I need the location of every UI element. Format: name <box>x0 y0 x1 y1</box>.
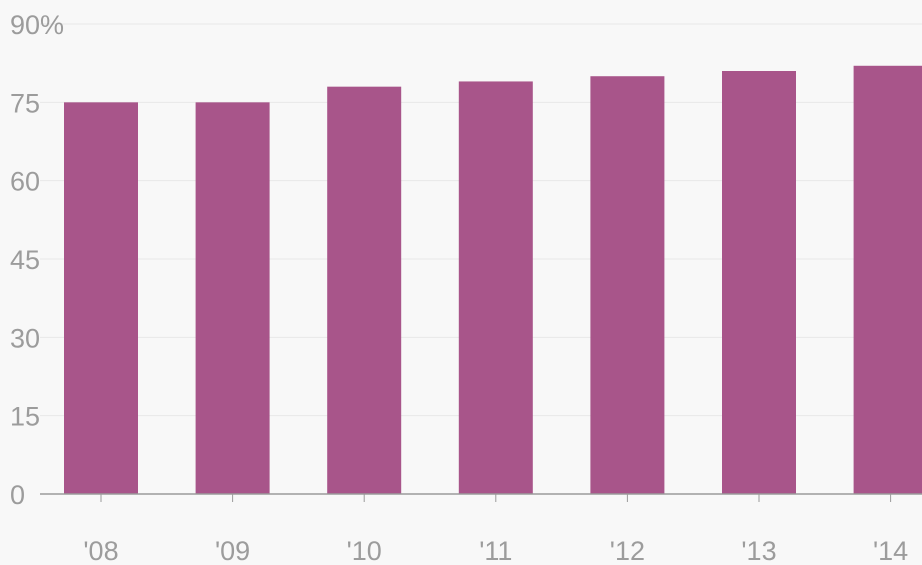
x-tick-label-1: '09 <box>215 536 250 565</box>
y-tick-label-30: 30 <box>10 323 40 353</box>
bar-2 <box>327 86 402 495</box>
y-tick-label-90: 90% <box>10 10 64 40</box>
bar-6 <box>853 65 922 495</box>
x-tick-label-3: '11 <box>479 536 512 565</box>
x-axis-tick-labels: '08 '09 '10 '11 '12 '13 '14 <box>83 536 908 565</box>
bar-0 <box>64 102 138 494</box>
y-tick-label-75: 75 <box>10 88 40 118</box>
y-tick-label-45: 45 <box>10 245 40 275</box>
bar-5 <box>722 71 796 494</box>
x-axis-ticks <box>100 494 892 502</box>
x-tick-label-2: '10 <box>347 536 382 565</box>
y-tick-label-0: 0 <box>10 480 25 510</box>
y-axis-tick-labels: 0 15 30 45 60 75 90% <box>10 10 64 510</box>
x-tick-label-4: '12 <box>610 536 645 565</box>
x-tick-label-5: '13 <box>741 536 776 565</box>
y-tick-label-60: 60 <box>10 167 40 197</box>
x-tick-label-6: '14 <box>873 536 908 565</box>
bar-1 <box>195 102 270 494</box>
bar-3 <box>458 81 533 494</box>
x-tick-label-0: '08 <box>83 536 118 565</box>
bar-4 <box>590 76 665 494</box>
y-tick-label-15: 15 <box>10 402 40 432</box>
bars <box>64 65 922 495</box>
